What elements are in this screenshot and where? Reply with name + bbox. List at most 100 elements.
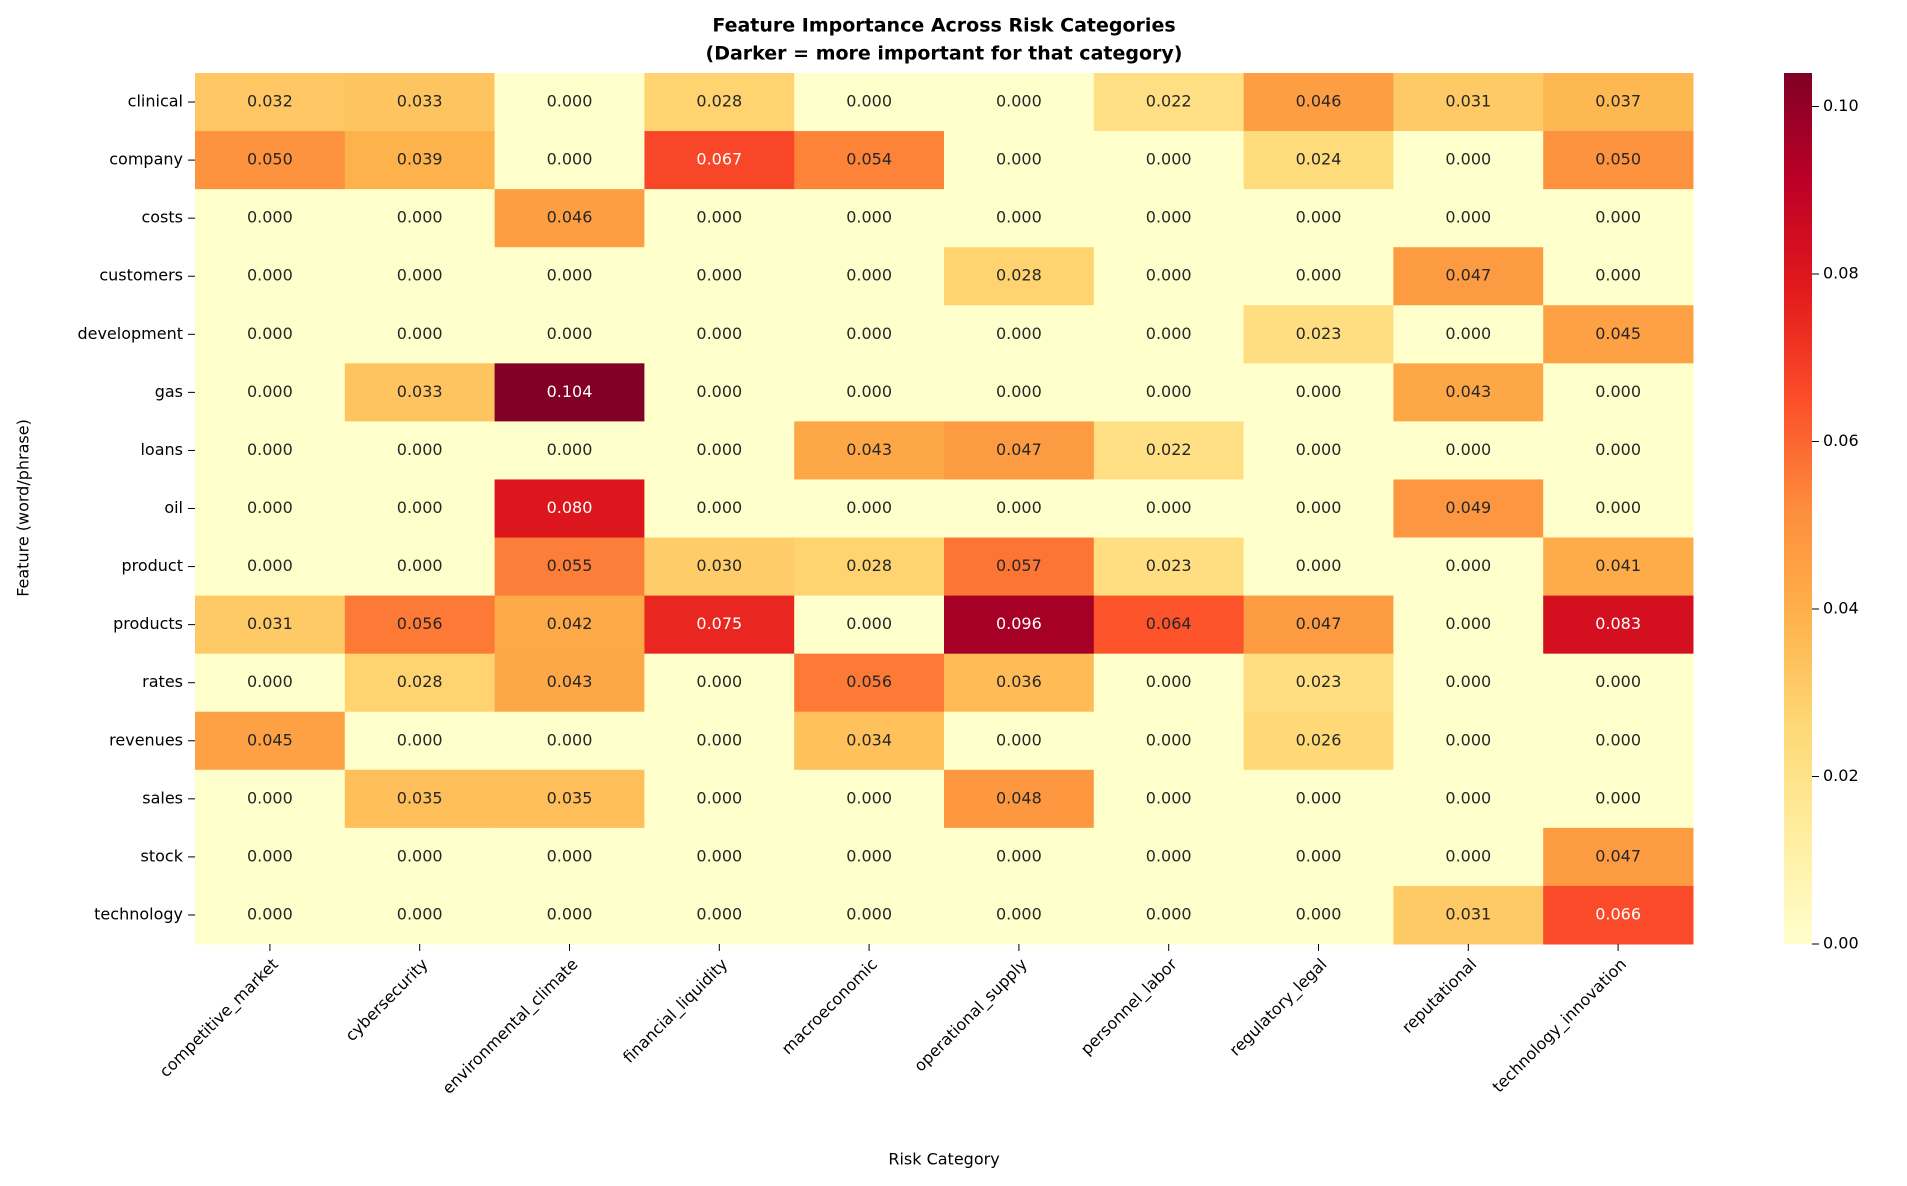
cell-label: 0.066 — [1595, 904, 1641, 923]
cell-label: 0.000 — [696, 672, 742, 691]
cell-label: 0.024 — [1296, 150, 1342, 169]
heatmap-cell — [344, 363, 496, 422]
heatmap-cell — [1093, 479, 1245, 539]
cell-label: 0.000 — [996, 324, 1042, 343]
cell-label: 0.000 — [1146, 788, 1192, 807]
heatmap-cell — [494, 827, 645, 887]
heatmap-cell — [944, 189, 1095, 248]
cell-label: 0.041 — [1595, 556, 1641, 575]
cell-label: 0.000 — [846, 382, 892, 401]
cell-label: 0.000 — [1146, 730, 1192, 749]
cell-label: 0.000 — [1146, 904, 1192, 923]
heatmap-cell — [794, 711, 945, 771]
heatmap-cell — [644, 595, 795, 655]
heatmap-cell — [1393, 363, 1544, 422]
cell-label: 0.000 — [696, 846, 742, 865]
cell-label: 0.000 — [247, 556, 293, 575]
heatmap-cell — [644, 421, 795, 480]
heatmap-cell — [1093, 73, 1245, 132]
x-tick-label: reputational — [1398, 955, 1480, 1037]
cell-label: 0.000 — [1445, 730, 1491, 749]
y-tick-label: customers — [99, 266, 183, 285]
cell-label: 0.000 — [846, 498, 892, 517]
cell-label: 0.047 — [1445, 266, 1491, 285]
heatmap-cell — [794, 247, 945, 306]
heatmap-cell — [794, 653, 945, 713]
cell-label: 0.000 — [846, 904, 892, 923]
heatmap-cell — [794, 305, 945, 364]
heatmap-cell — [1393, 421, 1544, 480]
colorbar-tick-label: 0.06 — [1823, 431, 1859, 450]
heatmap-cell — [195, 769, 346, 829]
cell-label: 0.080 — [547, 498, 593, 517]
heatmap-cell — [195, 711, 346, 771]
cell-label: 0.000 — [1296, 382, 1342, 401]
heatmap-cell — [1243, 131, 1394, 190]
cell-label: 0.022 — [1146, 440, 1192, 459]
x-tick-label: technology_innovation — [1488, 955, 1630, 1097]
heatmap-cell — [1543, 73, 1694, 132]
cell-label: 0.000 — [996, 904, 1042, 923]
heatmap-cell — [494, 305, 645, 364]
heatmap-cell — [1093, 421, 1245, 480]
cell-label: 0.030 — [696, 556, 742, 575]
heatmap-cell — [195, 595, 346, 655]
cell-label: 0.000 — [1146, 846, 1192, 865]
cell-label: 0.000 — [247, 266, 293, 285]
heatmap-cell — [644, 363, 795, 422]
colorbar-tick-label: 0.10 — [1823, 96, 1859, 115]
heatmap-cell — [1393, 305, 1544, 364]
cell-label: 0.046 — [1296, 92, 1342, 111]
colorbar-tick-label: 0.04 — [1823, 599, 1859, 618]
y-tick-label: loans — [140, 440, 183, 459]
heatmap-cell — [794, 595, 945, 655]
heatmap-cell — [1543, 131, 1694, 190]
heatmap-cell — [344, 189, 496, 248]
y-tick-label: costs — [141, 208, 183, 227]
cell-label: 0.000 — [547, 846, 593, 865]
heatmap-cell — [344, 827, 496, 887]
cell-label: 0.022 — [1146, 92, 1192, 111]
cell-label: 0.000 — [696, 904, 742, 923]
heatmap-cell — [944, 247, 1095, 306]
heatmap-cell — [195, 189, 346, 248]
heatmap-cell — [1093, 827, 1245, 887]
heatmap-cell — [494, 73, 645, 132]
cell-label: 0.043 — [846, 440, 892, 459]
cell-label: 0.000 — [397, 846, 443, 865]
cell-label: 0.000 — [1296, 788, 1342, 807]
y-tick-label: development — [77, 324, 183, 343]
cell-label: 0.000 — [1296, 440, 1342, 459]
heatmap-cell — [1543, 305, 1694, 364]
cell-label: 0.000 — [247, 440, 293, 459]
heatmap-cell — [794, 73, 945, 132]
cell-label: 0.000 — [547, 92, 593, 111]
cell-label: 0.031 — [1445, 92, 1491, 111]
cell-label: 0.000 — [1595, 208, 1641, 227]
cell-label: 0.000 — [696, 382, 742, 401]
x-tick-label: financial_liquidity — [619, 955, 732, 1068]
cell-label: 0.000 — [1445, 440, 1491, 459]
cell-label: 0.000 — [1445, 324, 1491, 343]
heatmap-cell — [1093, 653, 1245, 713]
heatmap-cell — [344, 479, 496, 539]
y-tick-label: sales — [142, 788, 183, 807]
heatmap-cell — [1093, 363, 1245, 422]
cell-label: 0.000 — [547, 324, 593, 343]
cell-label: 0.000 — [846, 324, 892, 343]
cell-label: 0.000 — [1445, 788, 1491, 807]
heatmap-cell — [944, 885, 1095, 945]
heatmap-cell — [494, 363, 645, 422]
cell-label: 0.028 — [996, 266, 1042, 285]
y-tick-label: stock — [141, 846, 184, 865]
cell-label: 0.056 — [846, 672, 892, 691]
heatmap-cell — [1243, 247, 1394, 306]
cell-label: 0.000 — [696, 440, 742, 459]
cell-label: 0.000 — [696, 324, 742, 343]
heatmap-cell — [1093, 305, 1245, 364]
heatmap-cell — [1243, 885, 1394, 945]
heatmap-cell — [494, 247, 645, 306]
heatmap-cell — [494, 537, 645, 597]
heatmap-cell — [1393, 247, 1544, 306]
